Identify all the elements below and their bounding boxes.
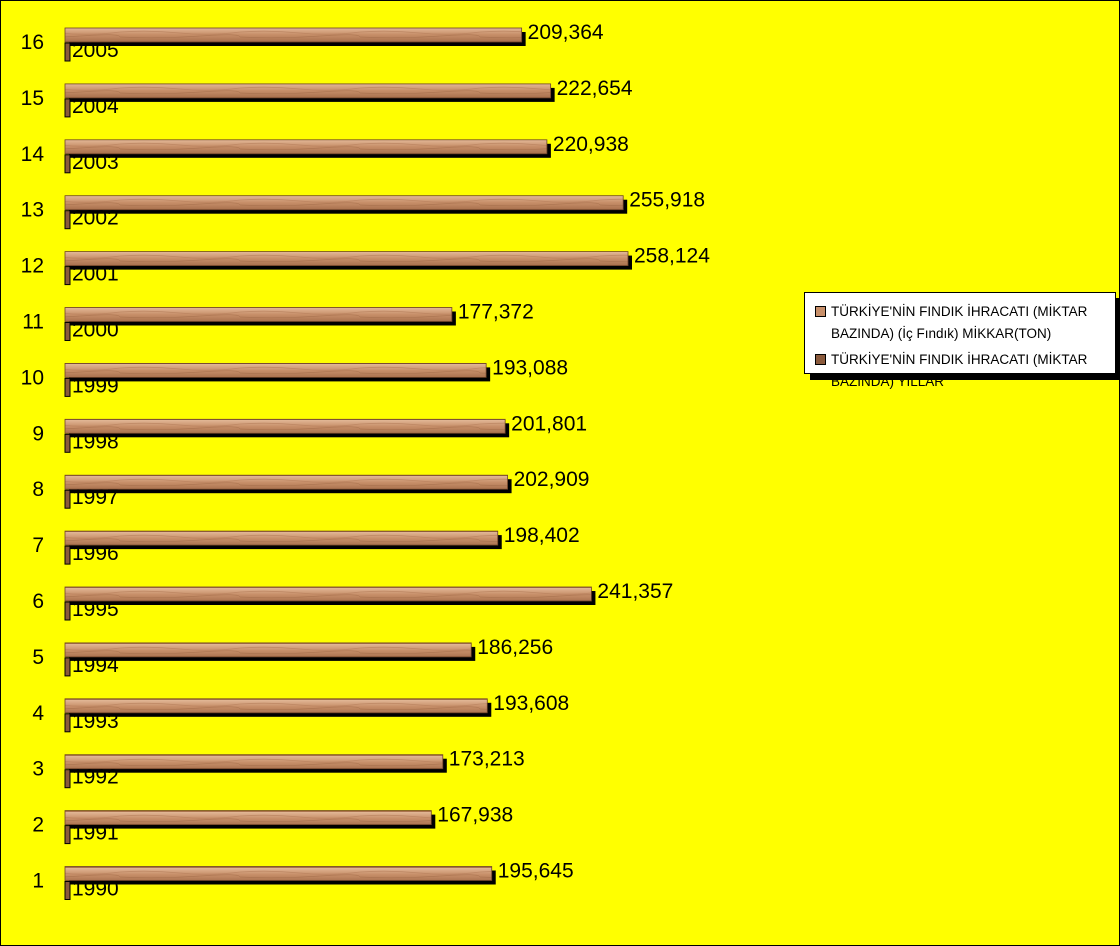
bar-quantity [64, 27, 523, 43]
year-label: 1999 [72, 374, 119, 397]
year-label: 1997 [72, 486, 119, 509]
value-label: 193,088 [492, 356, 568, 379]
bar-year [64, 377, 71, 397]
value-label: 186,256 [477, 636, 553, 659]
bar-year [64, 713, 71, 733]
year-label: 1992 [72, 766, 119, 789]
bar-year [64, 881, 71, 900]
year-label: 1995 [72, 598, 119, 621]
category-label: 5 [32, 646, 44, 669]
year-label: 2003 [72, 151, 119, 174]
value-label: 195,645 [498, 860, 574, 883]
category-label: 8 [32, 478, 44, 501]
value-label: 201,801 [511, 412, 587, 435]
bar-quantity [64, 362, 487, 378]
year-label: 2004 [72, 95, 119, 118]
legend-label-quantity: TÜRKİYE'NİN FINDIK İHRACATI (MİKTAR BAZI… [831, 304, 1088, 341]
bar-quantity [64, 251, 629, 267]
category-label: 11 [22, 311, 44, 334]
value-label: 193,608 [493, 692, 569, 715]
bar-quantity [64, 139, 548, 155]
year-label: 1993 [72, 710, 119, 733]
category-label: 12 [21, 255, 44, 278]
bar-year [64, 98, 71, 118]
bar-year [64, 266, 71, 286]
value-label: 255,918 [629, 189, 705, 212]
bar-quantity [64, 530, 499, 546]
bar-quantity [64, 586, 592, 602]
legend-item-quantity: TÜRKİYE'NİN FINDIK İHRACATI (MİKTAR BAZI… [815, 301, 1115, 345]
bar-year [64, 545, 71, 565]
category-label: 10 [21, 366, 44, 389]
bar-quantity [64, 474, 508, 490]
year-label: 2005 [72, 39, 119, 62]
value-label: 222,654 [557, 77, 633, 100]
bar-quantity [64, 307, 453, 322]
year-label: 1991 [72, 822, 119, 845]
bar-year [64, 42, 71, 62]
bar-year [64, 601, 71, 621]
category-label: 3 [32, 758, 44, 781]
value-label: 202,909 [514, 468, 590, 491]
year-label: 1996 [72, 542, 119, 565]
category-label: 4 [32, 702, 44, 725]
bar-quantity [64, 698, 488, 714]
bar-year [64, 154, 71, 174]
bars-layer: 1 195,645 1990 2 167,938 1991 3 173,213 1992 4 193… [21, 21, 711, 901]
category-label: 15 [21, 87, 44, 110]
value-label: 209,364 [528, 21, 604, 44]
bar-year [64, 489, 71, 509]
bar-year [64, 433, 71, 453]
bar-quantity [64, 83, 552, 99]
bar-year [64, 657, 71, 677]
year-label: 1990 [72, 878, 119, 901]
category-label: 14 [21, 143, 45, 166]
category-label: 7 [32, 534, 44, 557]
category-label: 2 [32, 814, 44, 837]
category-label: 13 [21, 199, 44, 222]
legend-swatch-quantity [815, 306, 826, 317]
year-label: 1994 [72, 654, 119, 677]
category-label: 6 [32, 590, 44, 613]
value-label: 177,372 [458, 301, 534, 324]
bar-quantity [64, 642, 472, 658]
year-label: 1998 [72, 430, 119, 453]
year-label: 2000 [72, 319, 119, 342]
legend-item-years: TÜRKİYE'NİN FINDIK İHRACATI (MİKTAR BAZI… [815, 349, 1115, 393]
legend: TÜRKİYE'NİN FINDIK İHRACATI (MİKTAR BAZI… [804, 292, 1116, 389]
value-label: 167,938 [437, 804, 513, 827]
legend-label-years: TÜRKİYE'NİN FINDIK İHRACATI (MİKTAR BAZI… [831, 352, 1088, 389]
value-label: 198,402 [504, 524, 580, 547]
bar-year [64, 322, 71, 341]
category-label: 16 [21, 31, 44, 54]
category-label: 9 [32, 422, 44, 445]
value-label: 173,213 [449, 748, 525, 771]
legend-swatch-years [815, 354, 826, 365]
value-label: 241,357 [597, 580, 673, 603]
bar-quantity [64, 754, 444, 770]
bar-quantity [64, 195, 624, 211]
year-label: 2001 [72, 263, 119, 286]
value-label: 258,124 [634, 245, 710, 268]
bar-quantity [64, 866, 493, 881]
year-label: 2002 [72, 207, 119, 230]
bar-quantity [64, 810, 432, 825]
bar-year [64, 769, 71, 789]
value-label: 220,938 [553, 133, 629, 156]
bar-year [64, 210, 71, 230]
bar-quantity [64, 418, 506, 434]
bar-year [64, 825, 71, 845]
category-label: 1 [32, 870, 44, 893]
